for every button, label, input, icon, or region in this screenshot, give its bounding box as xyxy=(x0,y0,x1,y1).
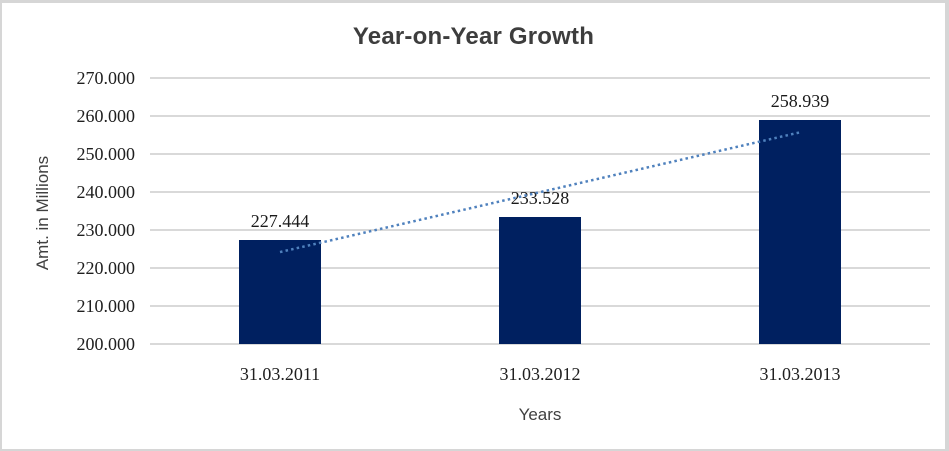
chart-canvas: Year-on-Year Growth Amt. in Millions 227… xyxy=(2,3,945,449)
x-tick-label: 31.03.2012 xyxy=(499,364,581,384)
gridline xyxy=(150,343,930,345)
x-tick-label: 31.03.2011 xyxy=(239,364,321,384)
gridline xyxy=(150,191,930,193)
gridline xyxy=(150,115,930,117)
y-tick-label: 230.000 xyxy=(76,220,136,240)
y-tick-label: 210.000 xyxy=(76,296,136,316)
y-tick-label: 260.000 xyxy=(76,106,136,126)
y-tick-label: 250.000 xyxy=(76,144,136,164)
trendline xyxy=(279,131,801,254)
y-axis-title: Amt. in Millions xyxy=(33,155,52,271)
bar xyxy=(239,239,321,344)
bar-value-label: 258.939 xyxy=(770,91,830,112)
y-tick-label: 270.000 xyxy=(76,68,136,88)
bar-value-label: 233.528 xyxy=(510,187,570,208)
y-tick-label: 240.000 xyxy=(76,182,136,202)
y-tick-label: 220.000 xyxy=(76,258,136,278)
x-tick-label: 31.03.2013 xyxy=(759,364,841,384)
gridline xyxy=(150,153,930,155)
bar xyxy=(499,216,581,344)
x-axis-title: Years xyxy=(518,405,562,424)
bar-value-label: 227.444 xyxy=(250,210,310,231)
bar xyxy=(759,120,841,344)
chart-title: Year-on-Year Growth xyxy=(352,23,595,50)
plot-area: 227.444 31.03.2011 233.528 31.03.2012 258.93… xyxy=(150,77,930,384)
y-tick-label: 200.000 xyxy=(76,334,136,354)
gridline xyxy=(150,77,930,79)
